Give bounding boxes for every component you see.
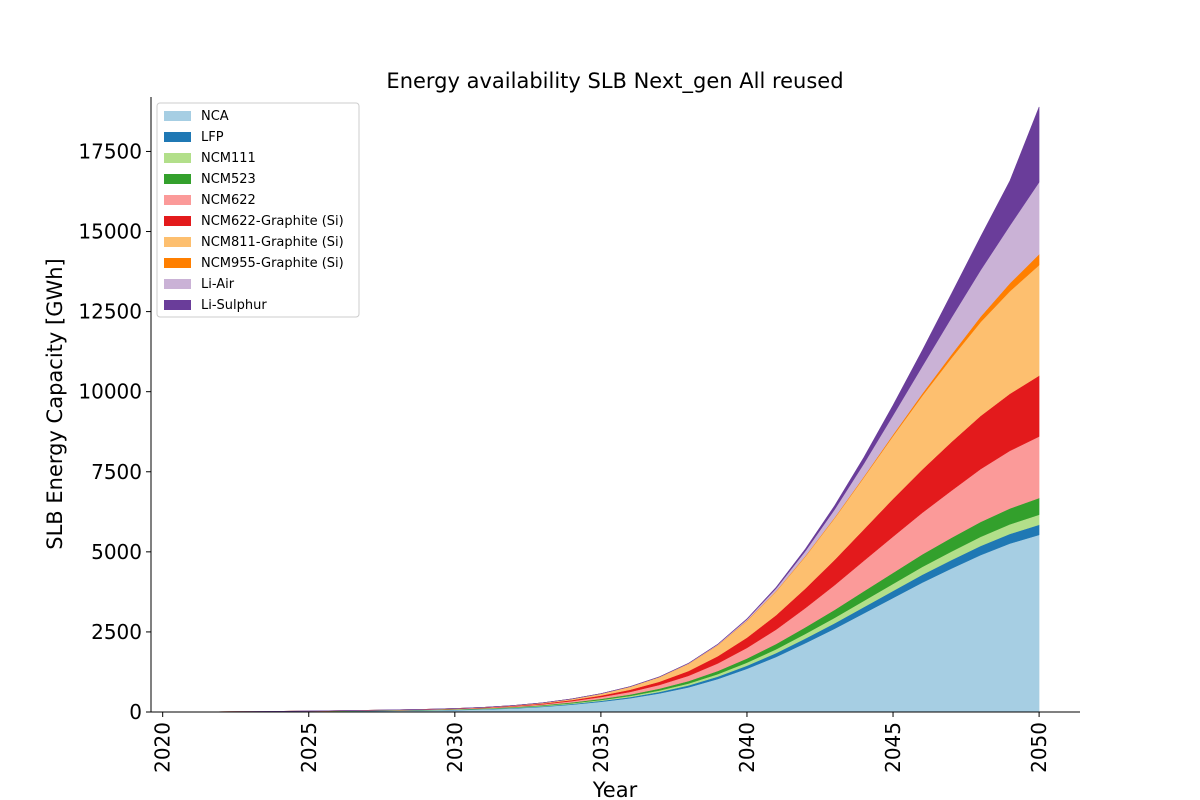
legend: NCA LFP NCM111 NCM523 NCM622 NCM622-Graphite …: [156, 102, 360, 318]
y-axis-label: SLB Energy Capacity [GWh]: [43, 258, 67, 550]
legend-label: NCM622-Graphite (Si): [201, 214, 344, 229]
legend-label: NCM622: [201, 193, 256, 208]
legend-label: LFP: [201, 130, 224, 145]
x-tick-label: 2035: [589, 722, 613, 773]
legend-swatch: [164, 216, 191, 226]
y-tick-label: 5000: [91, 540, 142, 564]
legend-swatch: [164, 195, 191, 205]
y-tick-label: 12500: [78, 300, 142, 324]
legend-label: NCM111: [201, 151, 256, 166]
legend-swatch: [164, 279, 191, 289]
legend-label: NCM811-Graphite (Si): [201, 235, 344, 250]
chart-title: Energy availability SLB Next_gen All reu…: [386, 69, 843, 94]
stacked-areas: [191, 106, 1040, 713]
y-ticks: 0 2500 5000 7500 10000 12500 15000 17500: [78, 139, 151, 724]
legend-swatch: [164, 237, 191, 247]
x-tick-label: 2050: [1027, 722, 1051, 773]
legend-swatch: [164, 174, 191, 184]
y-tick-label: 0: [129, 700, 142, 724]
legend-label: NCM523: [201, 172, 256, 187]
x-axis-label: Year: [592, 778, 638, 800]
legend-box: [156, 102, 360, 318]
x-tick-label: 2030: [443, 722, 467, 773]
legend-swatch: [164, 300, 191, 310]
y-tick-label: 15000: [78, 220, 142, 244]
y-tick-label: 10000: [78, 380, 142, 404]
legend-swatch: [164, 258, 191, 268]
legend-swatch: [164, 111, 191, 121]
x-tick-label: 2040: [735, 722, 759, 773]
legend-label: NCM955-Graphite (Si): [201, 256, 344, 271]
legend-label: Li-Air: [201, 277, 235, 292]
area-series-9: [191, 106, 1040, 713]
y-tick-label: 2500: [91, 620, 142, 644]
legend-swatch: [164, 132, 191, 142]
x-ticks: 2020 2025 2030 2035 2040 2045 2050: [151, 712, 1051, 773]
legend-label: Li-Sulphur: [201, 298, 267, 313]
x-tick-label: 2025: [297, 722, 321, 773]
legend-swatch: [164, 153, 191, 163]
y-tick-label: 7500: [91, 460, 142, 484]
axes: [150, 97, 1080, 713]
legend-label: NCA: [201, 109, 229, 124]
x-tick-label: 2045: [881, 722, 905, 773]
y-tick-label: 17500: [78, 139, 142, 163]
x-tick-label: 2020: [151, 722, 175, 773]
